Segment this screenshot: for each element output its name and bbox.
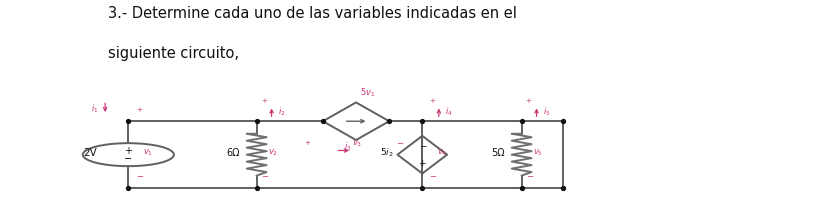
Text: 6Ω: 6Ω — [227, 148, 240, 158]
Text: $v_5$: $v_5$ — [533, 147, 543, 158]
Text: +: + — [304, 140, 310, 146]
Text: +: + — [428, 98, 434, 104]
Text: −: − — [525, 172, 532, 181]
Text: $i_1$: $i_1$ — [91, 102, 98, 115]
Text: 5Ω: 5Ω — [491, 148, 504, 158]
Text: −: − — [136, 172, 143, 181]
Text: $i_5$: $i_5$ — [543, 106, 550, 118]
Text: −: − — [395, 139, 402, 148]
Text: siguiente circuito,: siguiente circuito, — [108, 46, 238, 61]
Text: $i_2$: $i_2$ — [278, 106, 285, 118]
Text: −: − — [124, 154, 132, 164]
Text: 2V: 2V — [83, 148, 97, 158]
Text: $i_3$: $i_3$ — [343, 140, 351, 153]
Text: −: − — [418, 142, 426, 151]
Text: $v_4$: $v_4$ — [437, 147, 447, 158]
Text: 3.- Determine cada uno de las variables indicadas en el: 3.- Determine cada uno de las variables … — [108, 6, 516, 21]
Text: $5v_1$: $5v_1$ — [360, 87, 375, 99]
Text: −: − — [261, 172, 267, 181]
Text: +: + — [136, 107, 142, 113]
Text: $v_3$: $v_3$ — [351, 139, 361, 149]
Text: +: + — [418, 159, 426, 168]
Text: +: + — [124, 146, 132, 156]
Text: $5i_2$: $5i_2$ — [380, 147, 393, 159]
Text: $i_4$: $i_4$ — [445, 106, 452, 118]
Text: +: + — [525, 98, 531, 104]
Text: $v_2$: $v_2$ — [268, 147, 278, 158]
Text: −: − — [428, 172, 435, 181]
Text: +: + — [261, 98, 266, 104]
Text: $v_1$: $v_1$ — [143, 147, 153, 158]
